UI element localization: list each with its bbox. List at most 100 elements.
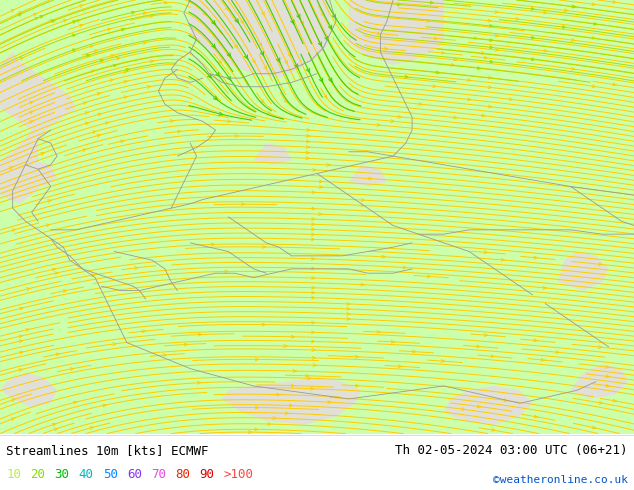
FancyArrowPatch shape <box>311 321 315 324</box>
FancyArrowPatch shape <box>434 37 437 40</box>
Polygon shape <box>190 0 330 78</box>
FancyArrowPatch shape <box>488 19 491 22</box>
FancyArrowPatch shape <box>306 140 310 143</box>
FancyArrowPatch shape <box>405 75 408 78</box>
FancyArrowPatch shape <box>490 24 493 27</box>
FancyArrowPatch shape <box>20 351 23 354</box>
FancyArrowPatch shape <box>225 270 228 273</box>
FancyArrowPatch shape <box>451 64 455 66</box>
FancyArrowPatch shape <box>441 360 444 363</box>
FancyArrowPatch shape <box>437 71 439 74</box>
FancyArrowPatch shape <box>143 12 146 15</box>
FancyArrowPatch shape <box>80 5 83 7</box>
FancyArrowPatch shape <box>312 340 315 343</box>
FancyArrowPatch shape <box>55 272 58 274</box>
FancyArrowPatch shape <box>313 169 316 171</box>
FancyArrowPatch shape <box>94 50 98 52</box>
FancyArrowPatch shape <box>398 115 401 118</box>
FancyArrowPatch shape <box>306 157 309 160</box>
FancyArrowPatch shape <box>30 101 34 104</box>
FancyArrowPatch shape <box>219 112 223 116</box>
FancyArrowPatch shape <box>433 85 436 88</box>
FancyArrowPatch shape <box>110 54 114 57</box>
FancyArrowPatch shape <box>72 49 75 51</box>
FancyArrowPatch shape <box>592 3 595 5</box>
FancyArrowPatch shape <box>477 405 481 408</box>
FancyArrowPatch shape <box>356 355 359 358</box>
FancyArrowPatch shape <box>124 96 127 98</box>
FancyArrowPatch shape <box>256 406 259 409</box>
FancyArrowPatch shape <box>307 128 310 131</box>
FancyArrowPatch shape <box>171 120 174 122</box>
FancyArrowPatch shape <box>288 53 290 56</box>
FancyArrowPatch shape <box>273 416 276 419</box>
Text: 10: 10 <box>6 468 22 481</box>
FancyArrowPatch shape <box>564 9 567 12</box>
FancyArrowPatch shape <box>63 20 67 22</box>
FancyArrowPatch shape <box>26 329 29 331</box>
FancyArrowPatch shape <box>9 167 13 170</box>
FancyArrowPatch shape <box>454 116 457 119</box>
FancyArrowPatch shape <box>108 28 111 31</box>
FancyArrowPatch shape <box>301 21 304 24</box>
FancyArrowPatch shape <box>384 48 387 50</box>
Polygon shape <box>254 143 292 165</box>
FancyArrowPatch shape <box>474 37 477 40</box>
FancyArrowPatch shape <box>489 105 492 108</box>
FancyArrowPatch shape <box>427 275 430 278</box>
FancyArrowPatch shape <box>46 224 50 226</box>
FancyArrowPatch shape <box>477 345 480 348</box>
FancyArrowPatch shape <box>259 43 262 46</box>
FancyArrowPatch shape <box>117 57 120 60</box>
FancyArrowPatch shape <box>262 245 266 248</box>
FancyArrowPatch shape <box>329 78 332 82</box>
Polygon shape <box>571 364 628 399</box>
FancyArrowPatch shape <box>490 39 493 42</box>
FancyArrowPatch shape <box>321 13 323 16</box>
FancyArrowPatch shape <box>320 78 323 83</box>
FancyArrowPatch shape <box>441 51 444 54</box>
FancyArrowPatch shape <box>19 340 23 343</box>
FancyArrowPatch shape <box>55 428 58 431</box>
FancyArrowPatch shape <box>306 146 309 148</box>
FancyArrowPatch shape <box>312 267 315 270</box>
FancyArrowPatch shape <box>613 399 616 402</box>
FancyArrowPatch shape <box>320 186 323 189</box>
FancyArrowPatch shape <box>110 79 113 82</box>
FancyArrowPatch shape <box>531 7 534 10</box>
FancyArrowPatch shape <box>291 384 295 387</box>
FancyArrowPatch shape <box>453 58 457 61</box>
FancyArrowPatch shape <box>100 59 103 62</box>
FancyArrowPatch shape <box>332 14 336 19</box>
FancyArrowPatch shape <box>63 290 67 293</box>
FancyArrowPatch shape <box>312 238 315 241</box>
FancyArrowPatch shape <box>56 353 60 356</box>
FancyArrowPatch shape <box>571 68 575 70</box>
FancyArrowPatch shape <box>328 401 331 403</box>
FancyArrowPatch shape <box>594 23 597 25</box>
FancyArrowPatch shape <box>361 198 365 201</box>
FancyArrowPatch shape <box>261 51 264 56</box>
Polygon shape <box>558 251 609 291</box>
FancyArrowPatch shape <box>208 74 212 78</box>
FancyArrowPatch shape <box>227 53 231 57</box>
FancyArrowPatch shape <box>261 99 264 102</box>
Text: 90: 90 <box>199 468 214 481</box>
FancyArrowPatch shape <box>85 112 89 115</box>
FancyArrowPatch shape <box>306 151 309 154</box>
FancyArrowPatch shape <box>34 13 37 16</box>
FancyArrowPatch shape <box>347 318 350 320</box>
FancyArrowPatch shape <box>311 331 315 334</box>
FancyArrowPatch shape <box>91 70 94 73</box>
FancyArrowPatch shape <box>113 64 117 67</box>
FancyArrowPatch shape <box>120 140 124 143</box>
FancyArrowPatch shape <box>30 111 34 114</box>
FancyArrowPatch shape <box>571 39 575 41</box>
FancyArrowPatch shape <box>268 422 271 425</box>
Text: 80: 80 <box>175 468 190 481</box>
FancyArrowPatch shape <box>361 283 365 286</box>
FancyArrowPatch shape <box>495 11 498 13</box>
FancyArrowPatch shape <box>74 401 77 404</box>
FancyArrowPatch shape <box>214 96 217 100</box>
FancyArrowPatch shape <box>41 152 44 155</box>
